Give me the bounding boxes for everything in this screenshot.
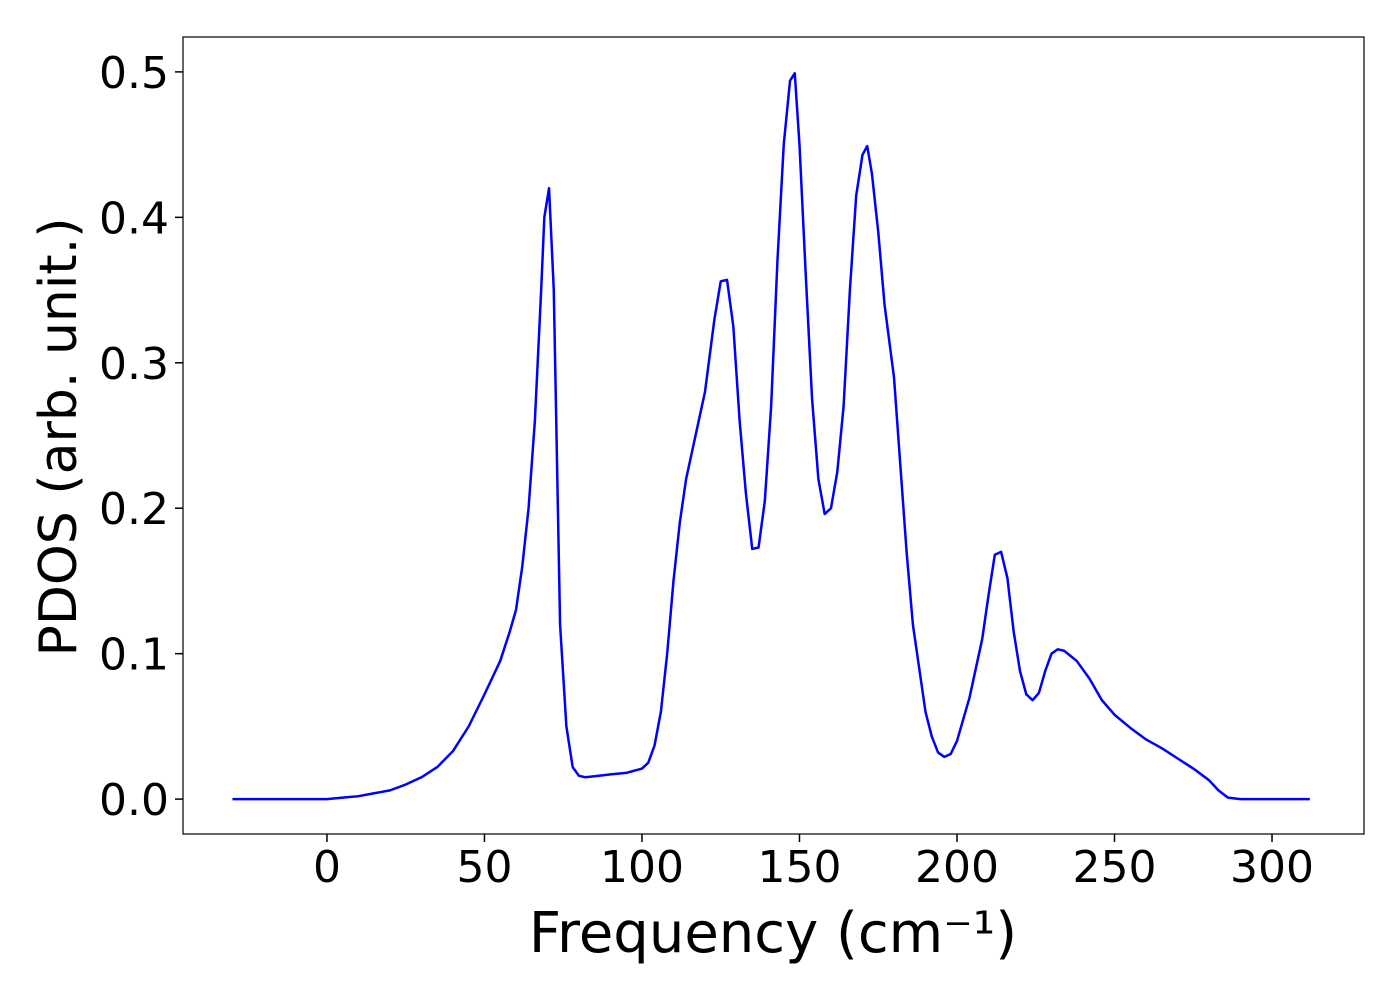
y-tick-label: 0.4	[99, 193, 169, 244]
x-axis-label: Frequency (cm⁻¹)	[529, 901, 1017, 966]
y-tick-label: 0.5	[99, 48, 169, 99]
x-tick-label: 300	[1230, 842, 1314, 893]
y-tick-label: 0.3	[99, 339, 169, 390]
x-tick-label: 100	[600, 842, 684, 893]
y-tick-label: 0.2	[99, 484, 169, 535]
line-series	[232, 72, 1310, 801]
x-tick-label: 0	[313, 842, 341, 893]
plot-frame	[182, 36, 1365, 835]
y-axis-label: PDOS (arb. unit.)	[29, 217, 89, 656]
x-tick-label: 50	[456, 842, 512, 893]
x-tick-label: 200	[915, 842, 999, 893]
x-tick-label: 150	[757, 842, 841, 893]
y-tick-label: 0.0	[99, 775, 169, 826]
y-tick-label: 0.1	[99, 630, 169, 681]
x-tick-label: 250	[1073, 842, 1157, 893]
